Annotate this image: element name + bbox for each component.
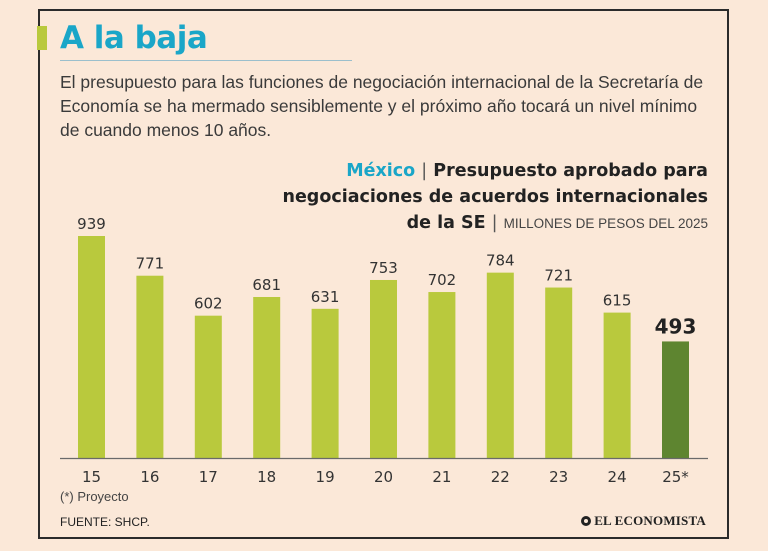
value-label-18: 681 [252,276,281,294]
bar-18 [253,296,281,458]
chart-heading: México | Presupuesto aprobado para negoc… [238,158,708,237]
title-divider [60,60,352,61]
x-tick-label-23: 23 [549,468,568,486]
brand-name: EL ECONOMISTA [594,513,706,528]
x-tick-label-24: 24 [608,468,627,486]
x-tick-label-17: 17 [199,468,218,486]
x-tick-label-25*: 25* [662,468,689,486]
chart-title-line1: Presupuesto aprobado para [433,161,708,181]
bar-24 [603,312,631,458]
x-tick-label-15: 15 [82,468,101,486]
value-label-23: 721 [544,267,573,285]
bar-19 [311,308,339,458]
source-note: FUENTE: SHCP. [60,515,150,529]
x-tick-label-22: 22 [491,468,510,486]
bar-16 [136,275,164,458]
heading-separator: | [421,161,428,181]
chart-title-line3: de la SE [406,213,486,233]
bar-25* [662,341,689,458]
intro-text: El presupuesto para las funciones de neg… [60,72,704,140]
brand-icon [581,516,592,526]
value-label-25*: 493 [655,314,697,338]
bar-21 [428,292,456,458]
bar-23 [545,287,573,458]
value-label-17: 602 [194,295,223,313]
value-label-15: 939 [77,215,106,233]
bar-15 [78,236,105,458]
bar-20 [370,279,397,458]
chart-frame [38,9,729,539]
chart-title-line2: negociaciones de acuerdos internacionale… [282,187,708,207]
chart-units: MILLONES DE PESOS DEL 2025 [503,216,708,231]
x-tick-label-20: 20 [374,468,393,486]
brand-logo: EL ECONOMISTA [581,513,706,529]
units-separator: | [491,213,498,233]
value-label-22: 784 [486,252,515,270]
value-label-20: 753 [369,259,398,277]
bar-17 [194,315,222,458]
chart-country: México [346,161,416,181]
x-tick-label-19: 19 [316,468,335,486]
x-tick-label-21: 21 [432,468,451,486]
x-tick-label-16: 16 [140,468,159,486]
value-label-19: 631 [311,288,340,306]
title-accent-bar [37,26,47,50]
footnote: (*) Proyecto [60,489,129,504]
bar-22 [486,272,514,458]
x-tick-label-18: 18 [257,468,276,486]
value-label-16: 771 [136,255,165,273]
page-title: A la baja [60,20,208,56]
value-label-24: 615 [603,292,632,310]
value-label-21: 702 [428,271,457,289]
